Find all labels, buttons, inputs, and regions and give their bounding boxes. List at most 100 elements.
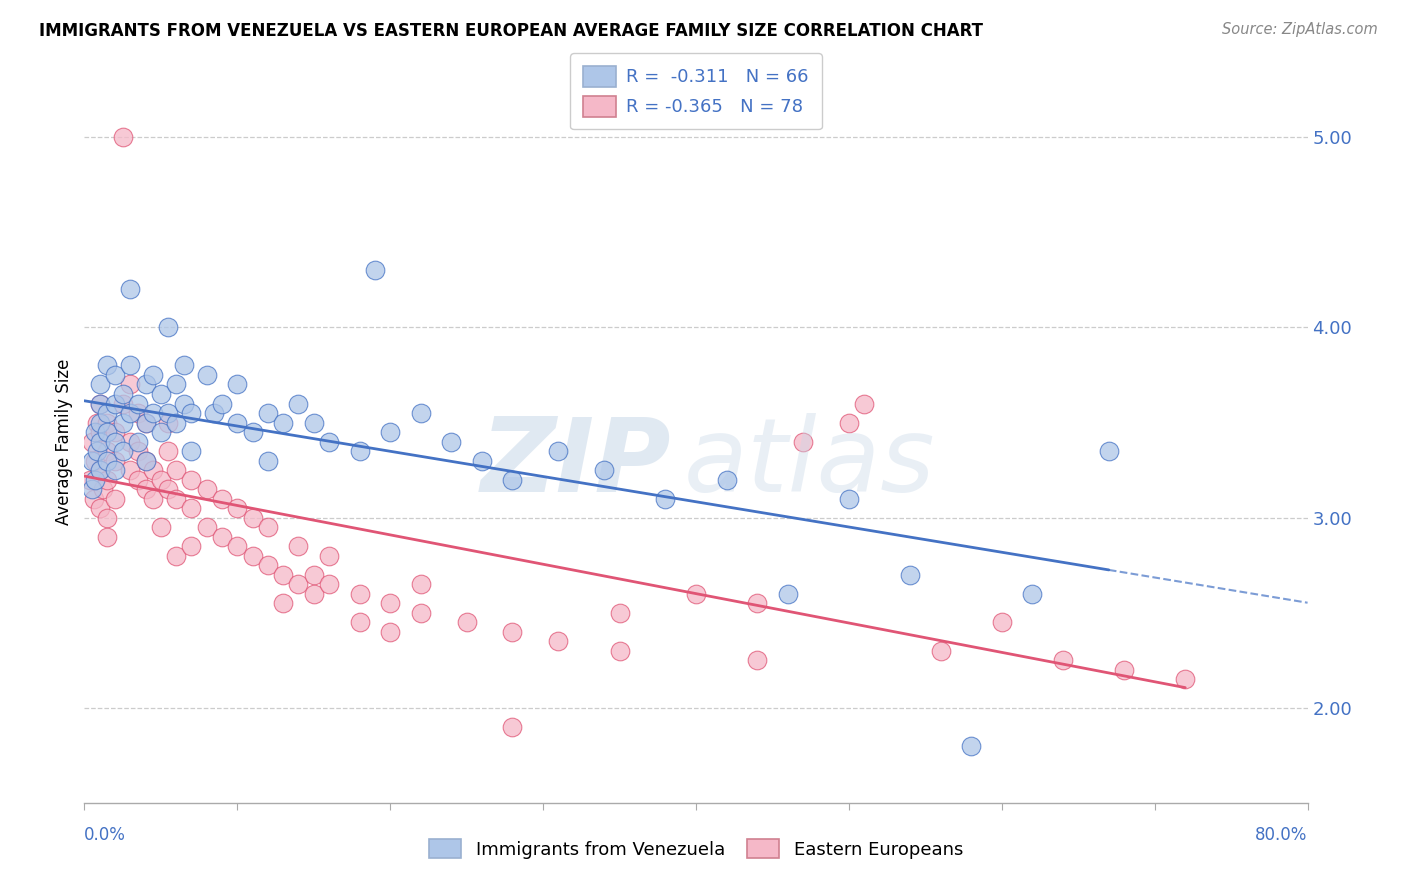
Point (195, 368, 218, 382)
Point (242, 510, 264, 524)
Point (654, 491, 676, 506)
Text: 80.0%: 80.0% (1256, 826, 1308, 844)
Point (127, 396, 149, 410)
Point (180, 406, 202, 420)
Point (242, 425, 264, 439)
Point (349, 444, 371, 458)
Point (96, 425, 118, 439)
Point (89, 416, 111, 430)
Point (547, 444, 569, 458)
Point (271, 416, 294, 430)
Y-axis label: Average Family Size: Average Family Size (55, 359, 73, 524)
Point (104, 396, 127, 410)
Point (838, 491, 860, 506)
Point (149, 473, 172, 487)
Point (409, 577, 432, 591)
Point (960, 739, 983, 753)
Point (165, 549, 187, 563)
Point (456, 615, 478, 630)
Point (1174, 672, 1197, 686)
Point (211, 396, 233, 410)
Point (111, 396, 134, 410)
Point (111, 130, 134, 145)
Point (838, 416, 860, 430)
Point (127, 473, 149, 487)
Point (226, 416, 249, 430)
Text: IMMIGRANTS FROM VENEZUELA VS EASTERN EUROPEAN AVERAGE FAMILY SIZE CORRELATION CH: IMMIGRANTS FROM VENEZUELA VS EASTERN EUR… (39, 22, 983, 40)
Point (104, 463, 127, 477)
Point (776, 587, 799, 601)
Point (120, 377, 142, 392)
Point (271, 567, 294, 582)
Point (89, 501, 111, 516)
Point (89, 396, 111, 410)
Point (318, 577, 340, 591)
Point (89, 377, 111, 392)
Point (747, 653, 769, 667)
Point (287, 577, 309, 591)
Point (271, 596, 294, 610)
Point (287, 396, 309, 410)
Point (318, 549, 340, 563)
Point (135, 453, 157, 467)
Point (149, 387, 172, 401)
Point (135, 453, 157, 467)
Point (195, 482, 218, 496)
Point (165, 463, 187, 477)
Point (165, 377, 187, 392)
Point (84, 473, 107, 487)
Point (202, 406, 225, 420)
Point (83, 491, 105, 506)
Point (79, 473, 101, 487)
Legend: Immigrants from Venezuela, Eastern Europeans: Immigrants from Venezuela, Eastern Europ… (422, 832, 970, 866)
Point (1021, 587, 1043, 601)
Point (409, 406, 432, 420)
Point (157, 406, 180, 420)
Point (257, 558, 280, 573)
Point (1114, 663, 1136, 677)
Point (120, 434, 142, 449)
Point (257, 406, 280, 420)
Point (96, 359, 118, 373)
Point (120, 463, 142, 477)
Point (685, 587, 707, 601)
Point (135, 416, 157, 430)
Point (471, 453, 494, 467)
Point (226, 539, 249, 553)
Point (104, 453, 127, 467)
Point (287, 539, 309, 553)
Point (104, 425, 127, 439)
Point (211, 491, 233, 506)
Point (1098, 444, 1121, 458)
Point (157, 482, 180, 496)
Point (80, 453, 103, 467)
Point (149, 425, 172, 439)
Point (380, 596, 402, 610)
Point (226, 377, 249, 392)
Point (716, 473, 738, 487)
Point (104, 368, 127, 382)
Point (173, 359, 195, 373)
Point (257, 453, 280, 467)
Point (149, 520, 172, 534)
Text: Source: ZipAtlas.com: Source: ZipAtlas.com (1222, 22, 1378, 37)
Point (91, 482, 114, 496)
Point (180, 539, 202, 553)
Point (380, 425, 402, 439)
Point (349, 615, 371, 630)
Point (195, 520, 218, 534)
Point (593, 463, 616, 477)
Point (157, 416, 180, 430)
Point (142, 406, 165, 420)
Point (142, 368, 165, 382)
Point (502, 624, 524, 639)
Point (96, 530, 118, 544)
Point (302, 567, 325, 582)
Point (86, 444, 108, 458)
Point (96, 406, 118, 420)
Text: 0.0%: 0.0% (84, 826, 127, 844)
Point (409, 606, 432, 620)
Point (84, 425, 107, 439)
Point (104, 491, 127, 506)
Point (96, 473, 118, 487)
